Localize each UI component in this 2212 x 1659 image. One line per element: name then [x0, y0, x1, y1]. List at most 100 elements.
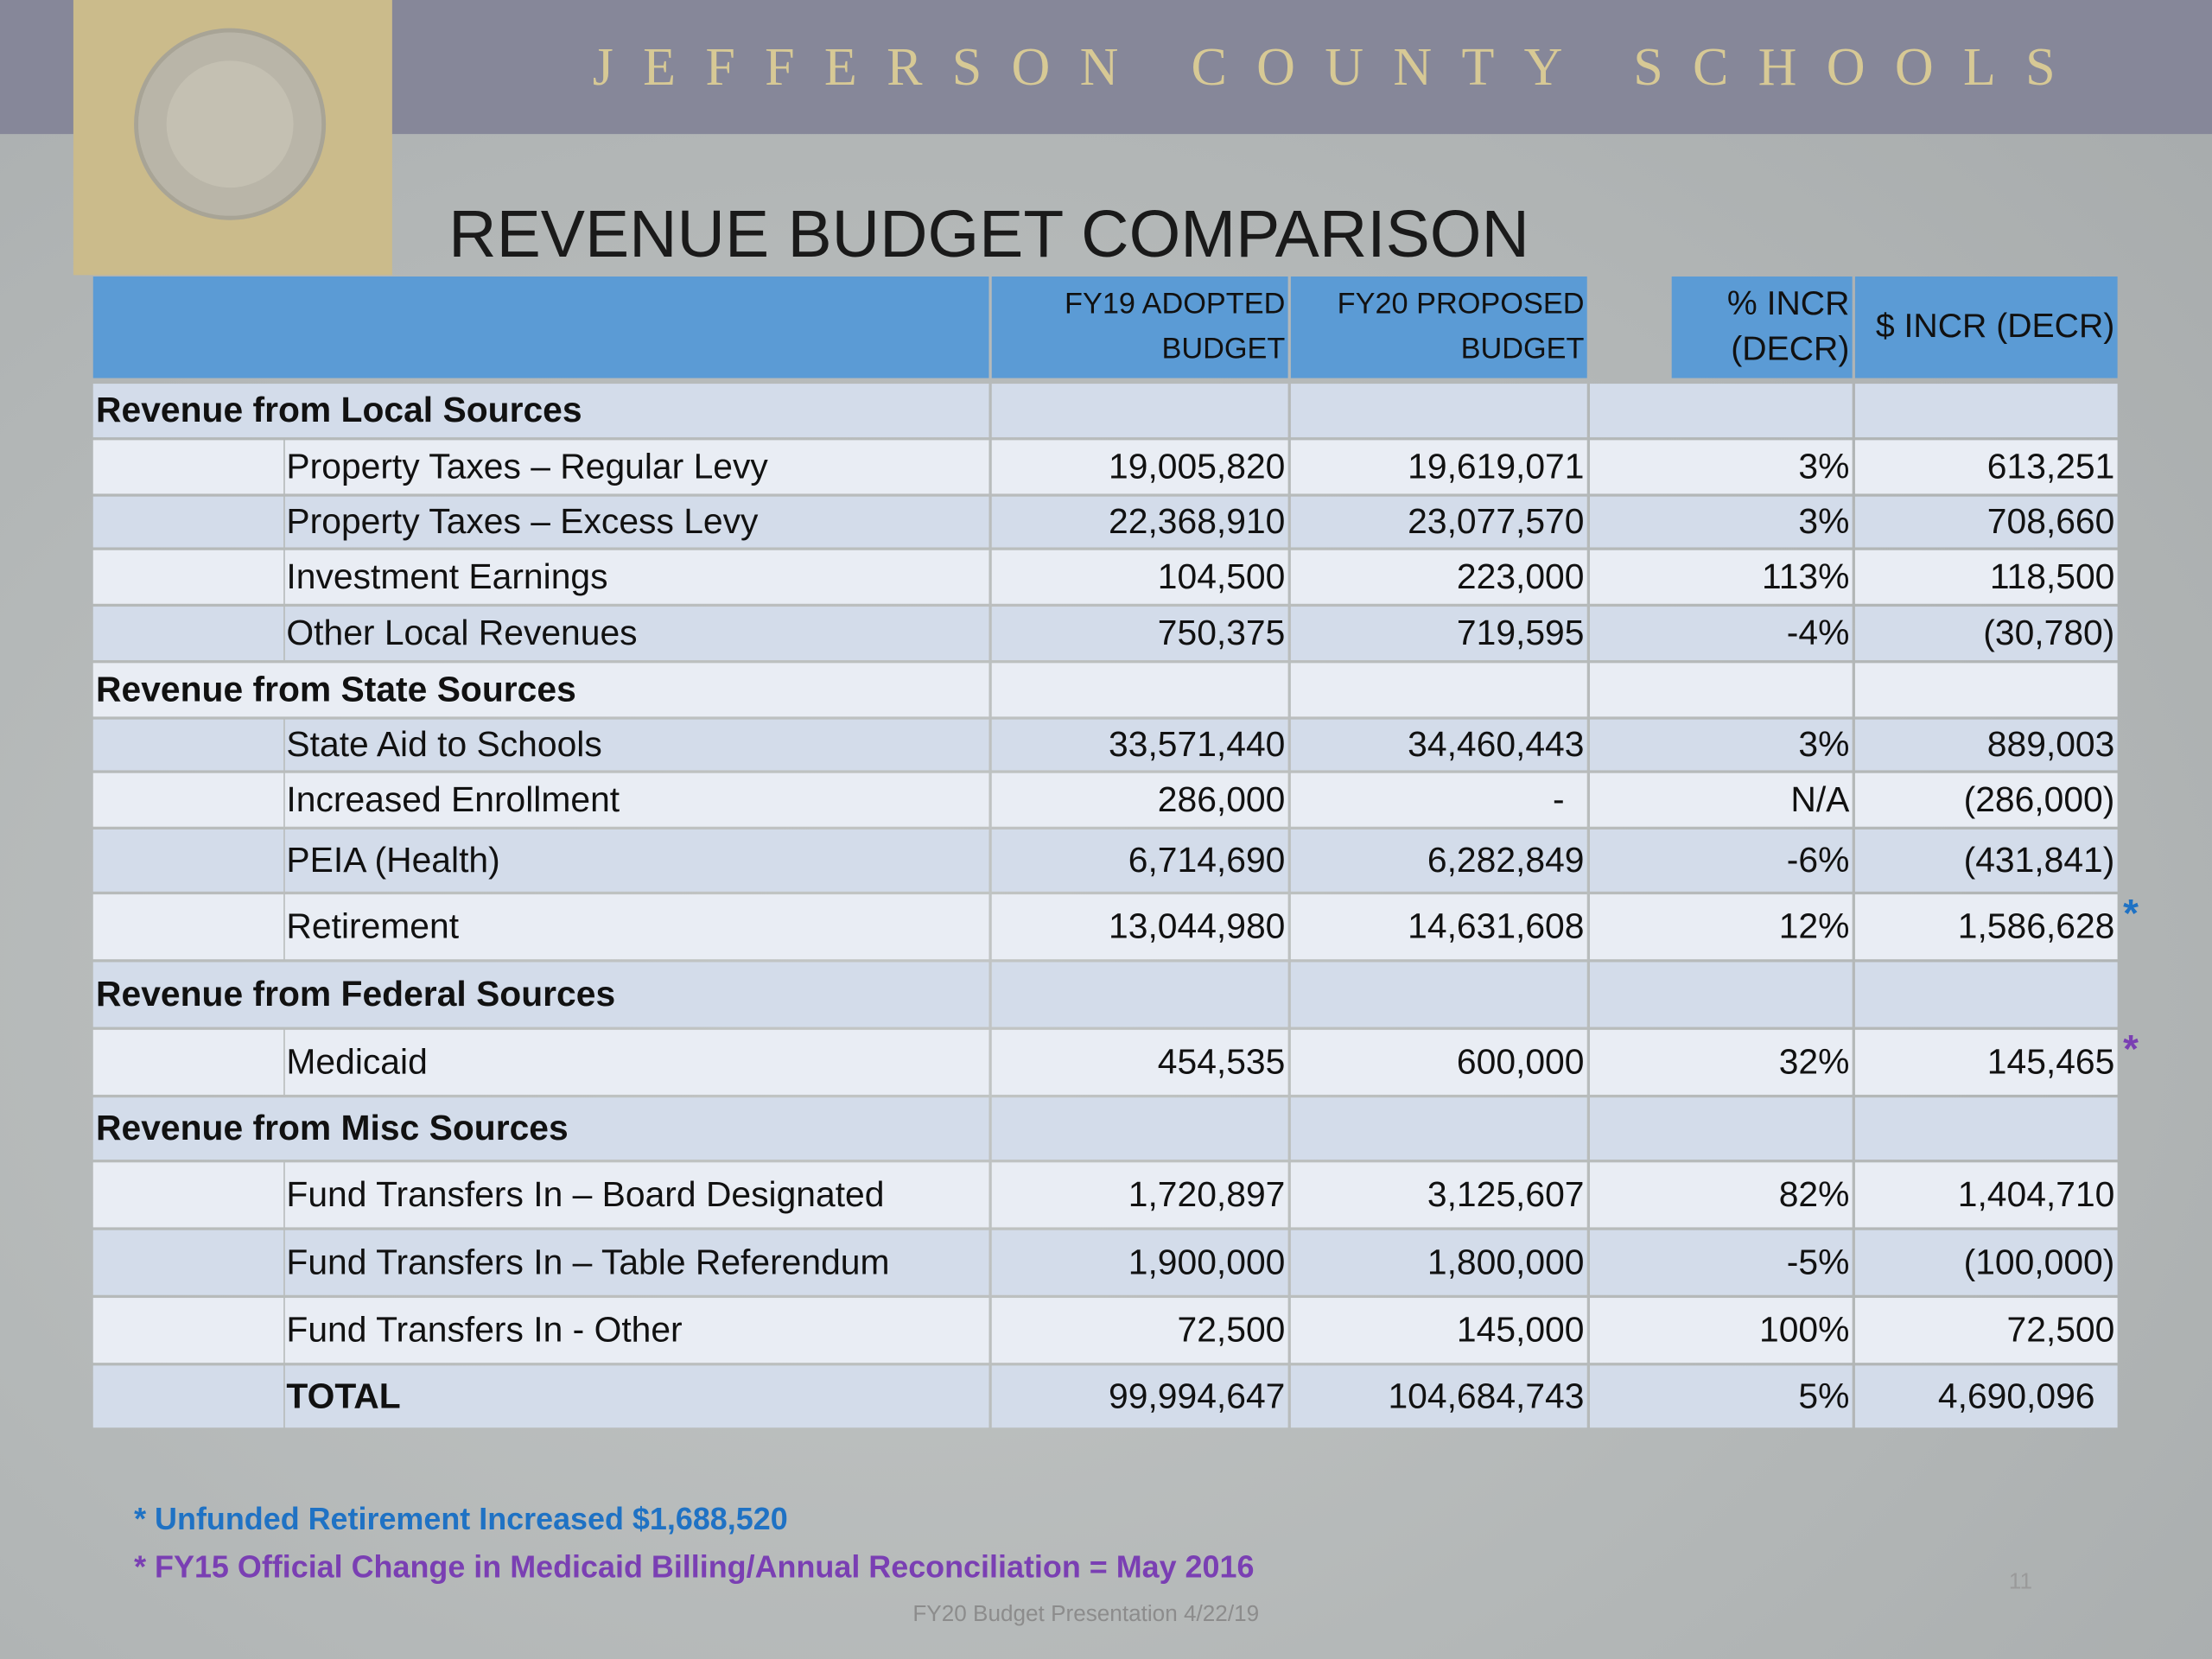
cell-value: 3% [1589, 496, 1853, 548]
cell-value: (100,000) [1854, 1230, 2118, 1295]
cell-value: 13,044,980 [991, 894, 1288, 960]
cell-value: 32% [1589, 1029, 1853, 1095]
cell-value: 286,000 [991, 772, 1288, 827]
footer: FY20 Budget Presentation 4/22/19 [912, 1602, 1260, 1627]
column-header: FY20 PROPOSED BUDGET [1290, 276, 1587, 378]
cell-value: 72,500 [1854, 1298, 2118, 1363]
cell-value: 889,003 [1854, 719, 2118, 771]
indent-cell [92, 1298, 284, 1363]
column-header: FY19 ADOPTED BUDGET [991, 276, 1288, 378]
seal [134, 28, 327, 220]
cell-value: 750,375 [991, 607, 1288, 661]
cell-value: 3,125,607 [1290, 1162, 1587, 1228]
cell-value: -5% [1589, 1230, 1853, 1295]
cell-value: (431,841) [1854, 829, 2118, 892]
cell-value: 3% [1589, 440, 1853, 494]
slide-title: REVENUE BUDGET COMPARISON [448, 195, 1529, 271]
indent-cell [92, 550, 284, 604]
cell-value: -6% [1589, 829, 1853, 892]
indent-cell [92, 719, 284, 771]
cell-value: 454,535 [991, 1029, 1288, 1095]
cell-value: 23,077,570 [1290, 496, 1587, 548]
cell-value: 99,994,647 [991, 1365, 1288, 1428]
indent-cell [92, 829, 284, 892]
cell-value: 12% [1589, 894, 1853, 960]
indent-cell [92, 607, 284, 661]
cell-value: 100% [1589, 1298, 1853, 1363]
footnote: * FY15 Official Change in Medicaid Billi… [134, 1548, 1255, 1585]
cell-bg [991, 1097, 1288, 1160]
footnote: * Unfunded Retirement Increased $1,688,5… [134, 1501, 788, 1536]
cell-value: 113% [1589, 550, 1853, 604]
cell-value: 104,500 [991, 550, 1288, 604]
row-label: Retirement [284, 894, 989, 960]
cell-bg [1290, 1097, 1587, 1160]
cell-value: 3% [1589, 719, 1853, 771]
cell-value: 1,404,710 [1854, 1162, 2118, 1228]
cell-value: 33,571,440 [991, 719, 1288, 771]
cell-value: 14,631,608 [1290, 894, 1587, 960]
cell-value: 19,005,820 [991, 440, 1288, 494]
cell-value: 145,465 [1854, 1029, 2118, 1095]
cell-value: 6,714,690 [991, 829, 1288, 892]
cell-bg [1854, 1097, 2118, 1160]
cell-value: (30,780) [1854, 607, 2118, 661]
cell-bg [1589, 384, 1853, 438]
row-label: Medicaid [284, 1029, 989, 1095]
indent-cell [92, 1230, 284, 1295]
column-header: % INCR (DECR) [1671, 276, 1853, 378]
brand-title: JEFFERSON COUNTY SCHOOLS [592, 38, 2085, 98]
cell-bg [1854, 384, 2118, 438]
cell-value: 72,500 [991, 1298, 1288, 1363]
asterisk: * [2123, 1027, 2139, 1071]
cell-value: 6,282,849 [1290, 829, 1587, 892]
cell-bg [1290, 384, 1587, 438]
cell-value: 613,251 [1854, 440, 2118, 494]
cell-value: (286,000) [1854, 772, 2118, 827]
row-label: Fund Transfers In – Board Designated [284, 1162, 989, 1228]
cell-bg [1589, 962, 1853, 1027]
cell-bg [991, 962, 1288, 1027]
section-label: Revenue from State Sources [92, 663, 989, 717]
indent-cell [92, 496, 284, 548]
row-label: Property Taxes – Excess Levy [284, 496, 989, 548]
section-label: Revenue from Federal Sources [92, 962, 989, 1027]
cell-value: 5% [1589, 1365, 1853, 1428]
cell-value: 19,619,071 [1290, 440, 1587, 494]
cell-value: 600,000 [1290, 1029, 1587, 1095]
cell-bg [1854, 962, 2118, 1027]
row-label: State Aid to Schools [284, 719, 989, 771]
cell-value: 708,660 [1854, 496, 2118, 548]
cell-bg [1589, 663, 1853, 717]
column-header: $ INCR (DECR) [1854, 276, 2118, 378]
indent-cell [92, 440, 284, 494]
section-label: Revenue from Local Sources [92, 384, 989, 438]
cell-value: 34,460,443 [1290, 719, 1587, 771]
column-header [92, 276, 989, 378]
row-label: PEIA (Health) [284, 829, 989, 892]
row-label: Increased Enrollment [284, 772, 989, 827]
row-label: TOTAL [284, 1365, 989, 1428]
asterisk: * [2123, 891, 2139, 936]
indent-cell [92, 1162, 284, 1228]
cell-bg [1290, 663, 1587, 717]
cell-bg [1854, 663, 2118, 717]
cell-value: 82% [1589, 1162, 1853, 1228]
indent-cell [92, 894, 284, 960]
cell-value: 145,000 [1290, 1298, 1587, 1363]
row-label: Fund Transfers In - Other [284, 1298, 989, 1363]
cell-value: 4,690,096 [1854, 1365, 2118, 1428]
row-label: Fund Transfers In – Table Referendum [284, 1230, 989, 1295]
page-number: 11 [2008, 1570, 2033, 1594]
row-label: Property Taxes – Regular Levy [284, 440, 989, 494]
seal-center [166, 60, 294, 188]
cell-value: 1,586,628 [1854, 894, 2118, 960]
cell-value: 719,595 [1290, 607, 1587, 661]
indent-cell [92, 772, 284, 827]
indent-cell [92, 1029, 284, 1095]
cell-bg [1290, 962, 1587, 1027]
indent-cell [92, 1365, 284, 1428]
row-label: Investment Earnings [284, 550, 989, 604]
